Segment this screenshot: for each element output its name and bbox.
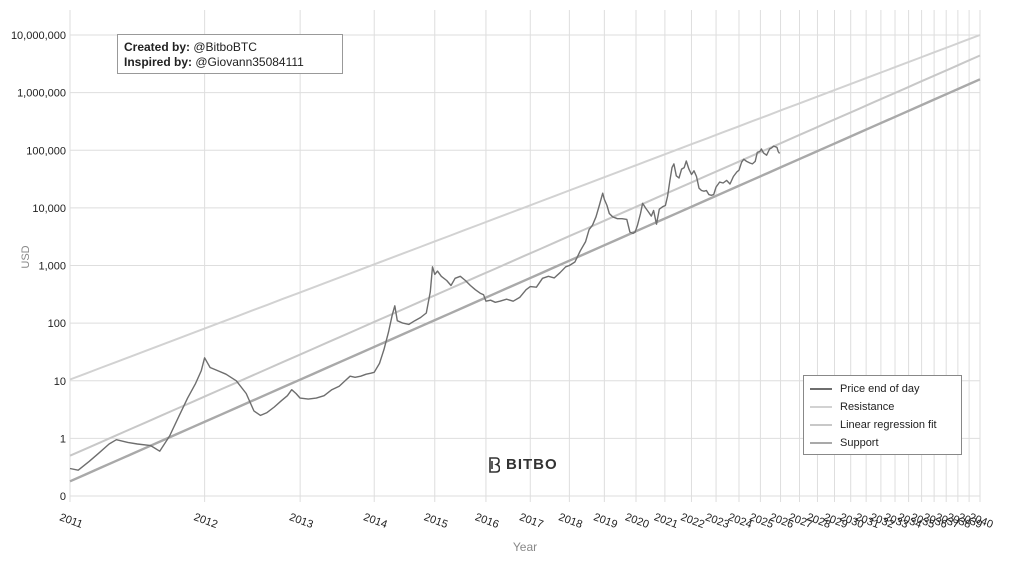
y-axis-title: USD [20,245,32,268]
series-line-support [69,78,981,483]
series-lines [69,34,981,483]
y-tick-label: 10,000,000 [11,30,66,42]
legend-item-resistance[interactable]: Resistance [810,398,955,416]
x-tick-label: 2011 [58,511,84,530]
legend-item-support[interactable]: Support [810,434,955,452]
legend-item-price[interactable]: Price end of day [810,380,955,398]
x-tick-label: 2019 [592,511,619,531]
y-tick-label: 1,000 [38,261,66,273]
y-tick-label: 1 [60,433,66,445]
x-tick-label: 2020 [623,511,650,531]
x-tick-label: 2012 [192,511,219,531]
y-tick-label: 0 [60,491,66,503]
series-line-resistance [69,34,981,381]
legend-label-regression: Linear regression fit [840,419,937,431]
created-by-value[interactable]: @BitboBTC [193,40,257,54]
inspired-by-label: Inspired by: [124,55,193,69]
x-tick-label: 2021 [652,511,679,531]
x-axis-title: Year [513,540,537,554]
legend-swatch-resistance [810,406,832,408]
legend-swatch-regression [810,424,832,426]
legend-swatch-price [810,388,832,390]
x-tick-label: 2016 [473,511,500,531]
brand-name: BITBO [506,456,558,473]
y-tick-label: 10 [54,376,66,388]
y-tick-label: 100 [48,318,66,330]
created-by-label: Created by: [124,40,191,54]
legend-label-price: Price end of day [840,383,920,395]
legend: Price end of day Resistance Linear regre… [803,375,962,455]
y-tick-label: 1,000,000 [17,88,66,100]
y-tick-label: 100,000 [26,145,66,157]
y-tick-label: 10,000 [32,203,66,215]
x-tick-label: 2022 [679,511,706,531]
series-line-price [69,145,781,471]
legend-swatch-support [810,442,832,444]
bitbo-logo-icon [489,456,500,473]
x-tick-label: 2013 [288,511,315,531]
legend-item-regression[interactable]: Linear regression fit [810,416,955,434]
grid [69,10,981,502]
legend-label-resistance: Resistance [840,401,895,413]
credit-box: Created by: @BitboBTC Inspired by: @Giov… [117,34,343,74]
x-tick-label: 2014 [362,511,389,531]
series-line-regression [69,54,981,457]
axes: 0 1 10 100 1,000 10,000 100,000 1,000,000 10,000… [11,30,995,554]
x-tick-label: 2015 [422,511,449,531]
bitbo-watermark: BITBO [488,456,558,473]
legend-label-support: Support [840,437,879,449]
x-tick-label: 2017 [518,511,545,531]
x-tick-label: 2018 [557,511,584,531]
inspired-by-value[interactable]: @Giovann35084111 [195,55,304,69]
